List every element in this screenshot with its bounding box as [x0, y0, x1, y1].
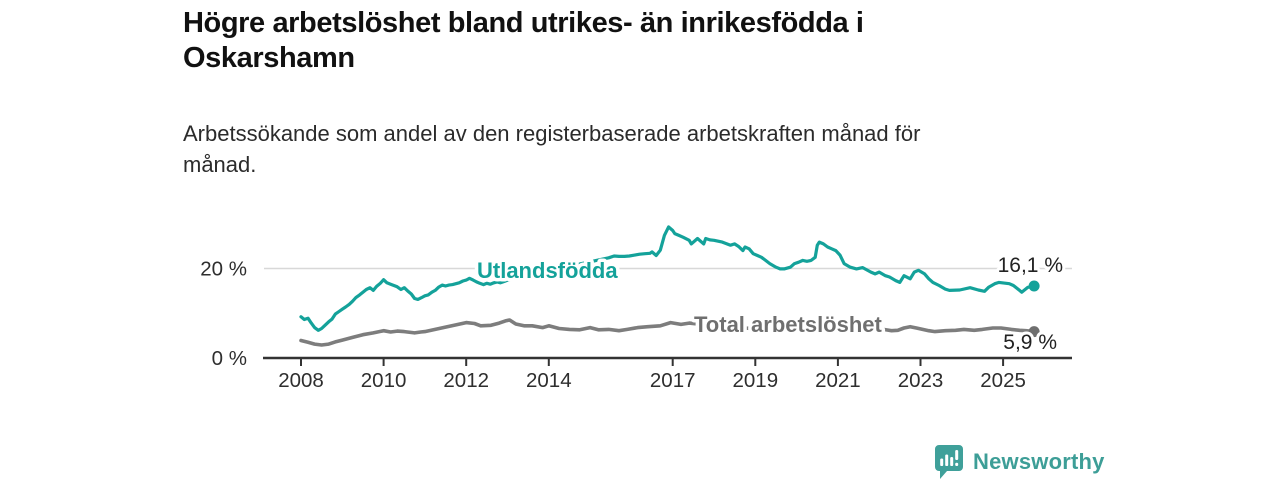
x-tick-label-2021: 2021: [815, 369, 861, 392]
y-tick-label-20: 20 %: [200, 258, 247, 281]
x-tick-label-2023: 2023: [898, 369, 944, 392]
series-line-total-arbetsloshet: [299, 318, 1036, 347]
series-end-value-utlandsfodda: 16,1 %: [998, 254, 1063, 277]
newsworthy-logo[interactable]: Newsworthy: [934, 444, 1105, 480]
x-tick-label-2017: 2017: [650, 369, 696, 392]
x-tick-label-2025: 2025: [980, 369, 1026, 392]
newsworthy-logo-text: Newsworthy: [973, 449, 1105, 474]
x-tick-label-2012: 2012: [443, 369, 489, 392]
x-tick-label-2019: 2019: [732, 369, 778, 392]
bar-chart-speech-bubble-icon: [935, 445, 963, 479]
x-tick-label-2008: 2008: [278, 369, 324, 392]
series-end-dot-total-arbetsloshet: [1028, 326, 1040, 338]
series-end-dot-utlandsfodda: [1028, 280, 1040, 292]
x-tick-label-2014: 2014: [526, 369, 572, 392]
series-line-utlandsfodda: [299, 225, 1036, 332]
series-end-value-total-arbetsloshet: 5,9 %: [1003, 331, 1057, 354]
series-label-utlandsfodda: Utlandsfödda: [477, 258, 618, 283]
page-title: Högre arbetslöshet bland utrikes- än inr…: [183, 7, 864, 74]
series-label-total-arbetsloshet: Total arbetslöshet: [694, 312, 883, 337]
chart-subtitle: Arbetssökande som andel av den registerb…: [183, 121, 921, 178]
x-tick-label-2010: 2010: [361, 369, 407, 392]
y-tick-label-0: 0 %: [212, 347, 247, 370]
